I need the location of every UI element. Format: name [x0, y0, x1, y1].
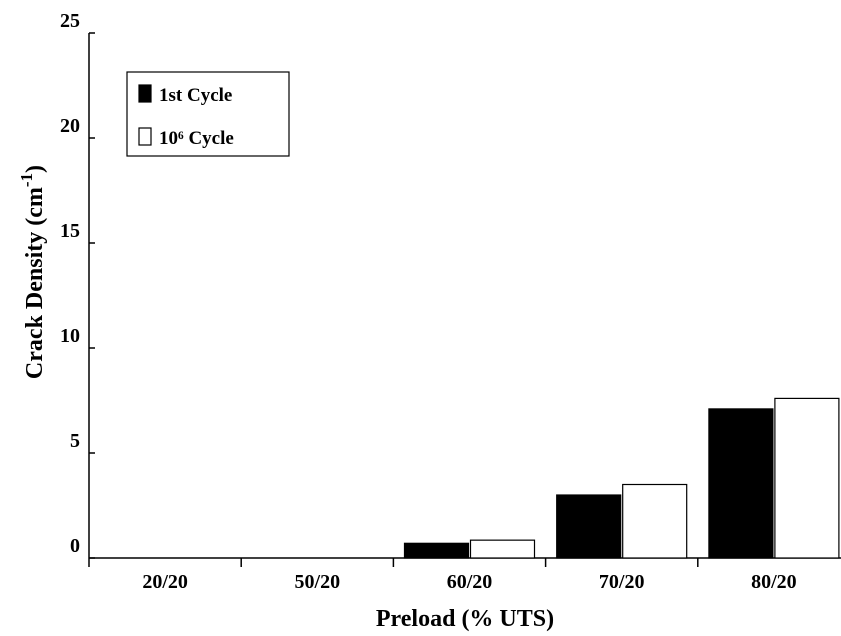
- y-axis-title-main: Crack Density (cm: [22, 187, 48, 379]
- x-tick-label: 70/20: [599, 571, 645, 593]
- x-tick-label: 50/20: [295, 571, 341, 593]
- y-axis-title: Crack Density (cm-1): [17, 165, 48, 379]
- legend: 1st Cycle 10⁶ Cycle: [126, 71, 290, 157]
- bar-first-cycle: [556, 494, 622, 559]
- bar-million-cycle: [469, 539, 536, 559]
- bar-million-cycle: [774, 397, 840, 559]
- legend-label: 10⁶ Cycle: [159, 128, 234, 149]
- y-axis-title-close: ): [22, 165, 48, 173]
- y-axis: 0 5 10 15 20 25: [60, 10, 95, 559]
- bar-first-cycle: [403, 542, 470, 559]
- y-tick-label: 15: [60, 220, 80, 242]
- y-tick-label: 5: [70, 430, 80, 452]
- legend-box: [126, 71, 290, 157]
- y-tick-label: 10: [60, 325, 80, 347]
- y-tick-label: 25: [60, 10, 80, 32]
- y-axis-title-superscript: -1: [17, 173, 36, 187]
- x-tick-label: 60/20: [447, 571, 493, 593]
- x-tick-label: 80/20: [751, 571, 797, 593]
- bar-first-cycle: [708, 408, 774, 559]
- legend-swatch-million-cycle: [138, 127, 152, 146]
- x-axis: 20/20 50/20 60/20 70/20 80/20: [88, 557, 841, 593]
- y-tick-label: 0: [70, 535, 80, 557]
- bars: [403, 397, 840, 559]
- x-tick-label: 20/20: [142, 571, 188, 593]
- y-tick-label: 20: [60, 115, 80, 137]
- x-axis-title: Preload (% UTS): [376, 606, 554, 632]
- legend-label: 1st Cycle: [159, 85, 232, 106]
- legend-swatch-first-cycle: [138, 84, 152, 103]
- bar-million-cycle: [622, 483, 688, 559]
